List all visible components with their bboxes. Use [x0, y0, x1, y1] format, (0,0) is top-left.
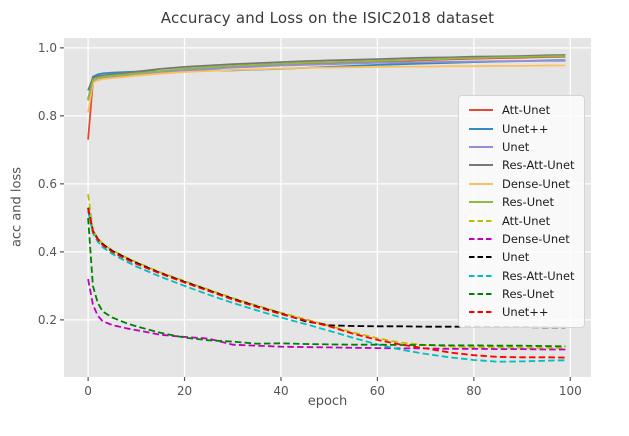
- y-tick-label: 0.4: [37, 244, 57, 259]
- legend-label: Unet++: [502, 121, 549, 136]
- x-axis-label: epoch: [307, 394, 348, 409]
- legend-item: Unet++: [468, 303, 576, 321]
- series-line-accuracy-dense-unet: [87, 64, 566, 113]
- legend-label: Dense-Unet: [502, 231, 570, 246]
- legend-swatch-line: [469, 145, 493, 148]
- y-tick-label: 0.8: [37, 108, 57, 123]
- legend-item: Att-Unet: [468, 101, 576, 119]
- legend-item: Res-Unet: [468, 285, 576, 303]
- legend-label: Res-Att-Unet: [502, 268, 575, 283]
- legend-label: Unet: [502, 250, 530, 265]
- series-line-accuracy-unet: [87, 59, 566, 100]
- y-tick-label: 0.2: [37, 312, 57, 327]
- legend-swatch-line: [469, 127, 493, 130]
- x-tick-label: 0: [84, 384, 92, 398]
- x-tick-label: 40: [273, 384, 289, 398]
- series-line-accuracy-res-att-unet: [87, 54, 566, 91]
- y-tick-label: 0.6: [37, 176, 57, 191]
- legend-item: Dense-Unet: [468, 175, 576, 193]
- legend-item: Dense-Unet: [468, 230, 576, 248]
- legend-swatch-line: [469, 164, 493, 167]
- legend-item: Att-Unet: [468, 211, 576, 229]
- legend-label: Res-Att-Unet: [502, 158, 575, 173]
- legend-label: Res-Unet: [502, 195, 554, 210]
- legend-label: Att-Unet: [502, 213, 551, 228]
- legend-swatch-line: [469, 237, 493, 240]
- x-tick-label: 20: [176, 384, 193, 398]
- legend-label: Att-Unet: [502, 103, 551, 118]
- series-line-loss-res-att-unet: [87, 210, 566, 363]
- series-line-loss-unetpp: [87, 208, 566, 359]
- legend-swatch-line: [469, 274, 493, 277]
- legend-label: Unet: [502, 139, 530, 154]
- legend-label: Res-Unet: [502, 287, 554, 302]
- legend-label: Unet++: [502, 305, 549, 320]
- legend-swatch-line: [469, 311, 493, 314]
- legend-swatch-line: [469, 293, 493, 296]
- legend-item: Unet: [468, 248, 576, 266]
- x-tick-label: 100: [558, 384, 582, 398]
- legend-item: Unet++: [468, 119, 576, 137]
- series-line-loss-dense-unet: [87, 278, 566, 351]
- y-tick-label: 1.0: [37, 40, 57, 55]
- legend-item: Res-Att-Unet: [468, 156, 576, 174]
- chart-title: Accuracy and Loss on the ISIC2018 datase…: [160, 9, 495, 27]
- legend-item: Unet: [468, 138, 576, 156]
- x-tick-label: 60: [369, 384, 386, 398]
- series-line-accuracy-res-unet: [87, 55, 566, 101]
- legend-label: Dense-Unet: [502, 176, 570, 191]
- legend-swatch-line: [469, 219, 493, 222]
- legend-item: Res-Att-Unet: [468, 267, 576, 285]
- legend-swatch-line: [469, 182, 493, 185]
- legend-swatch-line: [469, 256, 493, 259]
- legend-item: Res-Unet: [468, 193, 576, 211]
- legend-swatch-line: [469, 109, 493, 112]
- legend: Att-Unet Unet++ Unet Res-Att-Unet Dense-Unet…: [458, 95, 585, 328]
- x-tick-label: 80: [466, 384, 482, 398]
- legend-swatch-line: [469, 201, 493, 204]
- series-line-loss-res-unet: [87, 217, 566, 348]
